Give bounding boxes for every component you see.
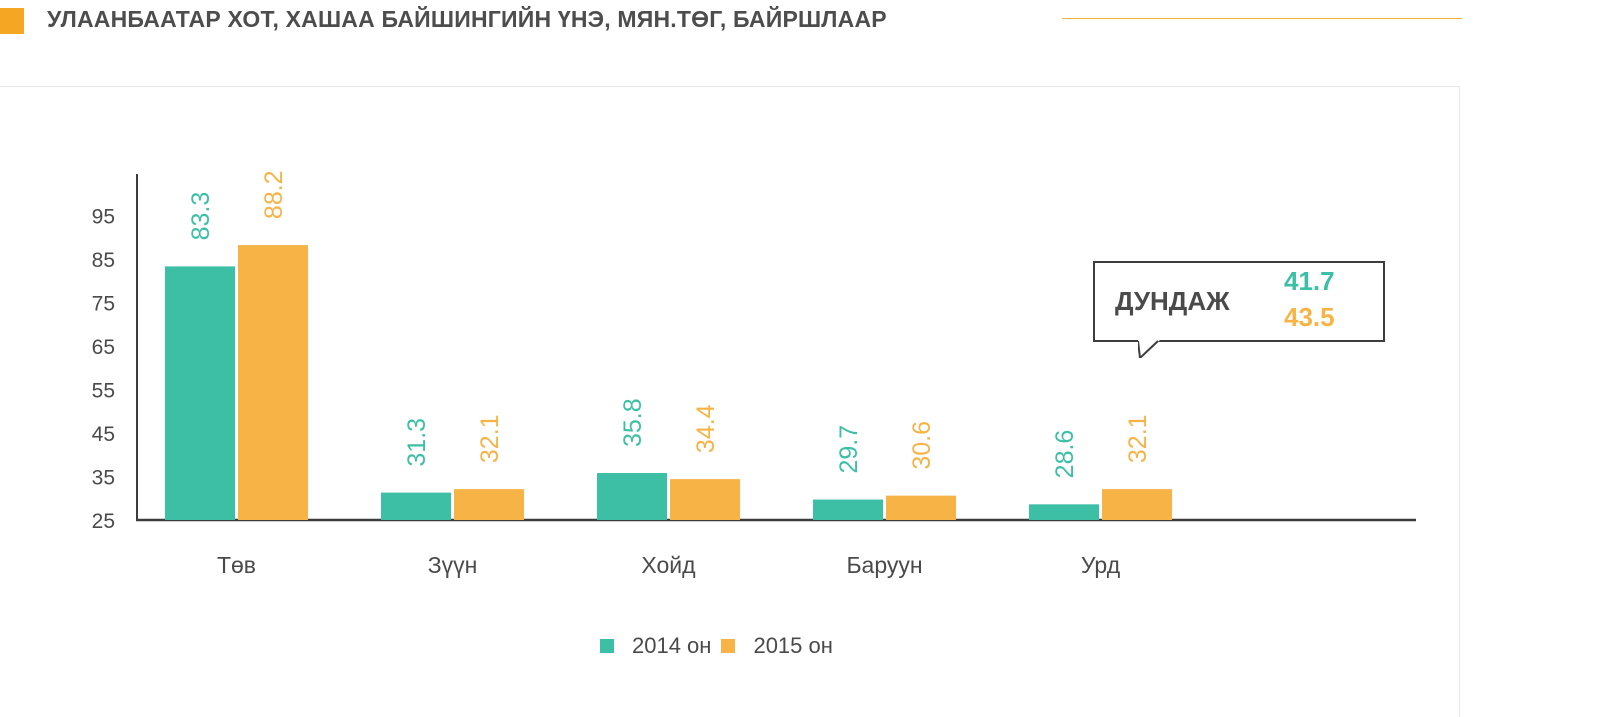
bar	[454, 489, 524, 520]
average-callout	[1093, 261, 1385, 342]
y-tick-label: 75	[92, 293, 115, 316]
y-tick-label: 85	[92, 249, 115, 272]
legend-item-2014: 2014 он	[600, 633, 711, 659]
category-label: Хойд	[641, 552, 696, 578]
average-value-2015: 43.5	[1284, 302, 1335, 332]
y-tick-label: 35	[92, 467, 115, 490]
bar-value-label: 28.6	[1051, 430, 1079, 479]
title-marker	[0, 8, 24, 34]
y-tick-label: 25	[92, 510, 115, 533]
chart-legend: 2014 он 2015 он	[600, 633, 843, 659]
bar	[165, 266, 235, 520]
bar-value-label: 31.3	[403, 418, 431, 467]
legend-swatch-2014	[600, 639, 614, 653]
title-divider	[1062, 18, 1462, 19]
bar	[1029, 504, 1099, 520]
category-label: Баруун	[846, 552, 922, 578]
callout-pointer	[1138, 340, 1160, 358]
legend-label-2014: 2014 он	[632, 633, 712, 658]
bar	[670, 479, 740, 520]
y-tick-label: 65	[92, 336, 115, 359]
bar-value-label: 32.1	[476, 414, 504, 463]
page-title: УЛААНБААТАР ХОТ, ХАШАА БАЙШИНГИЙН ҮНЭ, М…	[47, 6, 887, 32]
y-tick-label: 55	[92, 380, 115, 403]
bar-value-label: 30.6	[908, 421, 936, 470]
legend-swatch-2015	[721, 639, 736, 653]
bar	[813, 499, 883, 520]
category-label: Төв	[217, 552, 256, 578]
y-tick-label: 95	[92, 206, 115, 229]
bar	[1102, 489, 1172, 520]
bar-value-label: 32.1	[1124, 414, 1152, 463]
bar	[381, 492, 451, 520]
bar-value-label: 34.4	[692, 404, 720, 453]
legend-label-2015: 2015 он	[753, 633, 833, 658]
bar-value-label: 88.2	[260, 170, 288, 219]
average-label: ДУНДАЖ	[1115, 286, 1230, 316]
bar	[238, 245, 308, 520]
legend-item-2015: 2015 он	[721, 633, 833, 659]
category-label: Урд	[1081, 552, 1121, 578]
bar	[886, 495, 956, 520]
bar	[597, 473, 667, 520]
chart-panel	[0, 86, 1460, 717]
y-tick-label: 45	[92, 423, 115, 446]
bar-value-label: 83.3	[187, 192, 215, 241]
bar-value-label: 35.8	[619, 398, 647, 447]
bar-value-label: 29.7	[835, 425, 863, 474]
average-value-2014: 41.7	[1284, 266, 1335, 296]
category-label: Зүүн	[428, 552, 478, 578]
